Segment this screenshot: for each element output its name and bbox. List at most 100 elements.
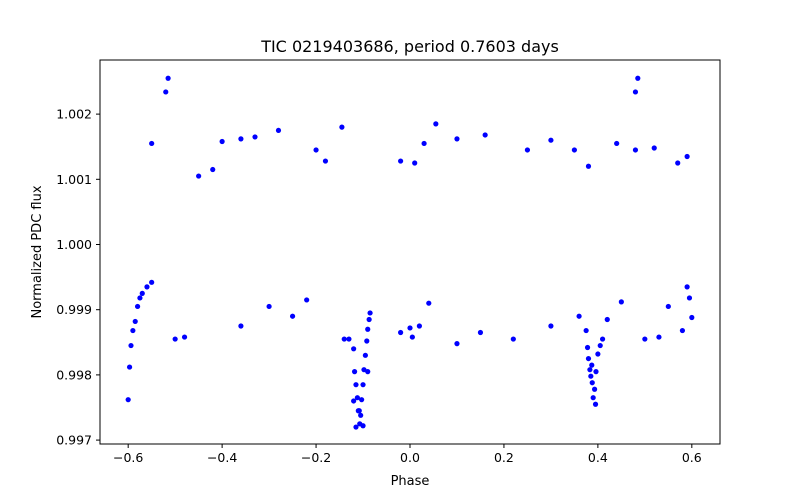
data-point (412, 160, 418, 166)
data-point (421, 140, 427, 147)
data-point (576, 313, 582, 319)
data-point (196, 173, 202, 179)
x-tick-label: 0.0 (400, 450, 420, 465)
x-tick-label: −0.2 (301, 450, 331, 465)
data-point (365, 326, 371, 332)
data-point (679, 327, 686, 334)
data-point (132, 318, 138, 325)
x-tick-label: −0.6 (113, 450, 143, 465)
data-point (588, 373, 594, 379)
data-point (359, 397, 365, 403)
data-point (351, 398, 357, 404)
x-axis-label: Phase (391, 474, 430, 489)
data-point (219, 138, 225, 145)
data-points (125, 75, 695, 430)
data-point (304, 297, 310, 303)
data-point (593, 369, 599, 375)
data-point (266, 303, 272, 310)
data-point (548, 137, 554, 143)
y-tick-label: 0.998 (56, 367, 92, 382)
data-point (313, 147, 319, 153)
data-point (365, 369, 371, 375)
data-point (398, 158, 404, 164)
data-point (339, 124, 345, 130)
data-point (367, 310, 373, 316)
data-point (599, 336, 606, 342)
x-tick-label: −0.4 (207, 450, 237, 465)
data-point (252, 134, 258, 140)
data-point (351, 369, 358, 375)
data-point (128, 342, 134, 349)
data-point (684, 284, 690, 290)
data-point (635, 75, 641, 81)
y-tick-label: 1.001 (56, 172, 92, 187)
data-point (454, 136, 460, 142)
data-point (585, 163, 592, 169)
data-point (614, 140, 620, 147)
data-point (595, 351, 601, 357)
data-point (322, 158, 329, 164)
data-point (130, 327, 136, 334)
data-point (416, 323, 422, 329)
data-point (477, 329, 484, 336)
data-point (353, 424, 359, 430)
data-point (366, 316, 372, 323)
data-point (149, 279, 155, 285)
data-point (618, 299, 624, 305)
data-point (591, 386, 598, 392)
data-point (584, 344, 591, 351)
data-point (238, 323, 244, 329)
data-point (210, 166, 216, 173)
x-tick-label: 0.6 (682, 450, 702, 465)
data-point (351, 346, 357, 352)
data-point (360, 382, 366, 388)
data-point (587, 367, 593, 373)
data-point (632, 147, 639, 153)
data-point (134, 303, 141, 310)
data-point (590, 395, 596, 401)
data-point (353, 382, 359, 388)
data-point (398, 329, 404, 336)
data-point (238, 136, 244, 142)
data-point (597, 342, 603, 349)
data-point (364, 338, 370, 344)
data-point (686, 295, 693, 301)
data-point (144, 284, 150, 290)
data-point (571, 147, 577, 153)
x-tick-label: 0.4 (588, 450, 608, 465)
data-point (642, 336, 648, 342)
data-point (426, 300, 432, 306)
data-point (433, 121, 439, 127)
y-tick-label: 0.997 (56, 433, 92, 448)
data-point (651, 145, 657, 151)
x-tick-label: 0.2 (494, 450, 514, 465)
data-point (289, 313, 296, 319)
data-point (589, 362, 595, 368)
y-axis: 0.997 0.998 0.999 1.000 1.001 1.002 (56, 107, 100, 448)
chart-title: TIC 0219403686, period 0.7603 days (260, 37, 559, 56)
data-point (163, 89, 169, 95)
data-point (585, 355, 592, 362)
data-point (454, 341, 460, 347)
data-point (362, 352, 368, 358)
data-point (409, 334, 415, 340)
data-point (589, 380, 595, 386)
data-point (165, 75, 171, 81)
y-tick-label: 1.002 (56, 107, 92, 122)
data-point (360, 423, 366, 429)
data-point (275, 127, 282, 134)
data-point (125, 397, 131, 403)
data-point (341, 336, 347, 342)
data-point (510, 336, 516, 342)
data-point (137, 295, 143, 301)
data-point (632, 89, 639, 95)
data-point (689, 314, 695, 321)
data-point (675, 160, 681, 166)
data-point (139, 290, 145, 296)
y-axis-label: Normalized PDC flux (30, 185, 45, 318)
data-point (548, 323, 554, 329)
y-tick-label: 1.000 (56, 237, 92, 252)
data-point (172, 336, 178, 342)
